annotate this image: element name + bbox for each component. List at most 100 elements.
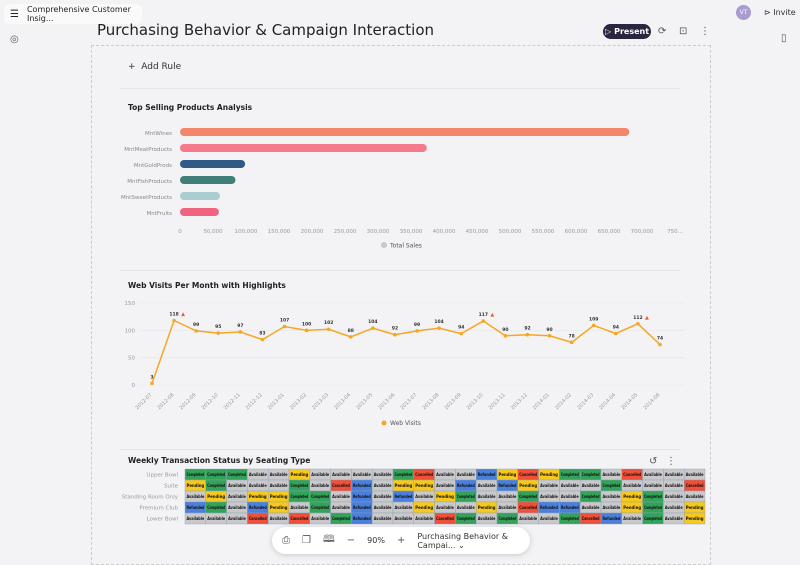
cell-label: Completed <box>228 472 246 477</box>
cell-label: Available <box>374 472 392 477</box>
data-label: 97 <box>237 323 243 329</box>
x-tick-label: 2013-10 <box>466 392 485 411</box>
x-tick-label: 100,000 <box>235 229 258 235</box>
x-tick-label: 50,000 <box>203 229 223 235</box>
bar <box>180 160 246 168</box>
x-tick-label: 2012-08 <box>156 392 175 411</box>
data-label: 3 <box>150 374 153 380</box>
bar-label: MntWines <box>145 131 172 137</box>
cell-label: Pending <box>540 472 558 477</box>
data-point <box>503 334 508 338</box>
cell-label: Available <box>228 516 246 521</box>
document-title-chip[interactable]: ☰ Comprehensive Customer Insig... <box>4 4 142 24</box>
cell-label: Available <box>478 516 496 521</box>
avatar[interactable]: VT <box>736 5 751 20</box>
cell-label: Completed <box>603 483 621 488</box>
zoom-in-button[interactable]: + <box>396 535 406 546</box>
data-label: 104 <box>368 319 377 325</box>
page-select[interactable]: Purchasing Behavior & Campai... ⌄ <box>417 531 508 550</box>
book-icon[interactable]: 🕮 <box>322 534 335 545</box>
data-point <box>415 329 419 333</box>
cell-label: Completed <box>207 483 225 488</box>
cell-label: Completed <box>519 494 537 499</box>
x-tick-label: 2014-04 <box>598 392 617 411</box>
bar-chart: MntWines MntMeatProducts MntGoldProds MntFi… <box>121 128 683 250</box>
x-tick-label: 2014-01 <box>532 392 551 411</box>
data-label: 90 <box>502 327 508 333</box>
cell-label: Completed <box>561 472 579 477</box>
cell-label: Available <box>395 516 413 521</box>
reset-icon[interactable]: ↺ <box>649 456 658 467</box>
add-rule-button[interactable]: + Add Rule <box>128 62 182 72</box>
data-label: 90 <box>546 327 552 333</box>
bar <box>180 208 219 216</box>
data-label: 102 <box>324 320 333 326</box>
cell-label: Available <box>603 472 621 477</box>
x-tick-label: 2012-11 <box>223 392 242 411</box>
cell-label: Available <box>582 483 600 488</box>
invite-button[interactable]: ⊳ Invite <box>764 8 796 17</box>
chevron-down-icon: ⌄ <box>458 540 465 550</box>
refresh-icon[interactable]: ⟳ <box>658 26 667 37</box>
cell-label: Completed <box>207 472 225 477</box>
cell-label: Available <box>623 483 641 488</box>
present-button[interactable]: ▷ Present <box>603 24 651 39</box>
bottom-toolbar: ⎙ ❐ 🕮 − 90% + Purchasing Behavior & Camp… <box>272 527 530 554</box>
cell-label: Cancelled <box>291 516 309 521</box>
data-point <box>569 340 574 345</box>
print-icon[interactable]: ⎙ <box>282 535 290 546</box>
cell-label: Completed <box>457 494 475 499</box>
cell-label: Available <box>561 483 579 488</box>
bot-icon[interactable]: ⊡ <box>679 26 688 37</box>
cell-label: Cancelled <box>686 483 704 488</box>
row-label: Suite <box>164 484 179 490</box>
data-point <box>525 332 530 337</box>
cell-label: Available <box>603 505 621 510</box>
bar-label: MntGoldProds <box>134 163 172 169</box>
x-tick-label: 2012-07 <box>134 392 153 411</box>
legend-swatch <box>381 420 387 426</box>
cell-label: Cancelled <box>623 472 641 477</box>
heatmap-chart: Upper Bowl Completed Completed Completed Ava… <box>122 468 706 525</box>
cell-label: Refunded <box>478 472 496 477</box>
cell-label: Refunded <box>353 494 371 499</box>
data-point <box>260 337 265 342</box>
data-label: 107 <box>280 318 289 324</box>
more-options-icon[interactable]: ⋮ <box>700 26 710 37</box>
copy-page-icon[interactable]: ❐ <box>302 535 311 546</box>
line-chart-title: Web Visits Per Month with Highlights <box>128 281 286 290</box>
x-tick-label: 2012-12 <box>245 392 264 411</box>
palette-icon[interactable]: ◎ <box>10 34 19 45</box>
y-tick-label: 100 <box>125 328 136 334</box>
cell-label: Cancelled <box>519 505 537 510</box>
cell-label: Completed <box>457 516 475 521</box>
cell-label: Available <box>519 516 537 521</box>
document-title: Comprehensive Customer Insig... <box>26 5 131 23</box>
x-tick-label: 300,000 <box>367 229 390 235</box>
side-panel-icon[interactable]: ▯ <box>781 33 787 44</box>
cell-label: Available <box>665 472 683 477</box>
data-point <box>459 331 464 336</box>
cell-label: Cancelled <box>519 472 537 477</box>
menu-icon[interactable]: ☰ <box>10 8 19 20</box>
more-options-icon[interactable]: ⋮ <box>666 456 676 467</box>
x-tick-label: 600,000 <box>565 229 588 235</box>
cell-label: Completed <box>644 494 662 499</box>
cell-label: Pending <box>187 483 205 488</box>
cell-label: Pending <box>291 472 309 477</box>
cell-label: Available <box>665 516 683 521</box>
zoom-out-button[interactable]: − <box>346 535 356 546</box>
cell-label: Pending <box>270 494 288 499</box>
cell-label: Available <box>415 494 433 499</box>
data-point <box>304 328 309 333</box>
legend-swatch <box>381 242 387 248</box>
cell-label: Pending <box>436 494 454 499</box>
cell-label: Available <box>415 516 433 521</box>
data-point <box>658 342 662 347</box>
cell-label: Completed <box>207 505 225 510</box>
cell-label: Available <box>332 472 350 477</box>
cell-label: Available <box>187 494 205 499</box>
cell-label: Available <box>540 516 558 521</box>
data-label: 83 <box>259 331 265 337</box>
cell-label: Completed <box>582 472 600 477</box>
